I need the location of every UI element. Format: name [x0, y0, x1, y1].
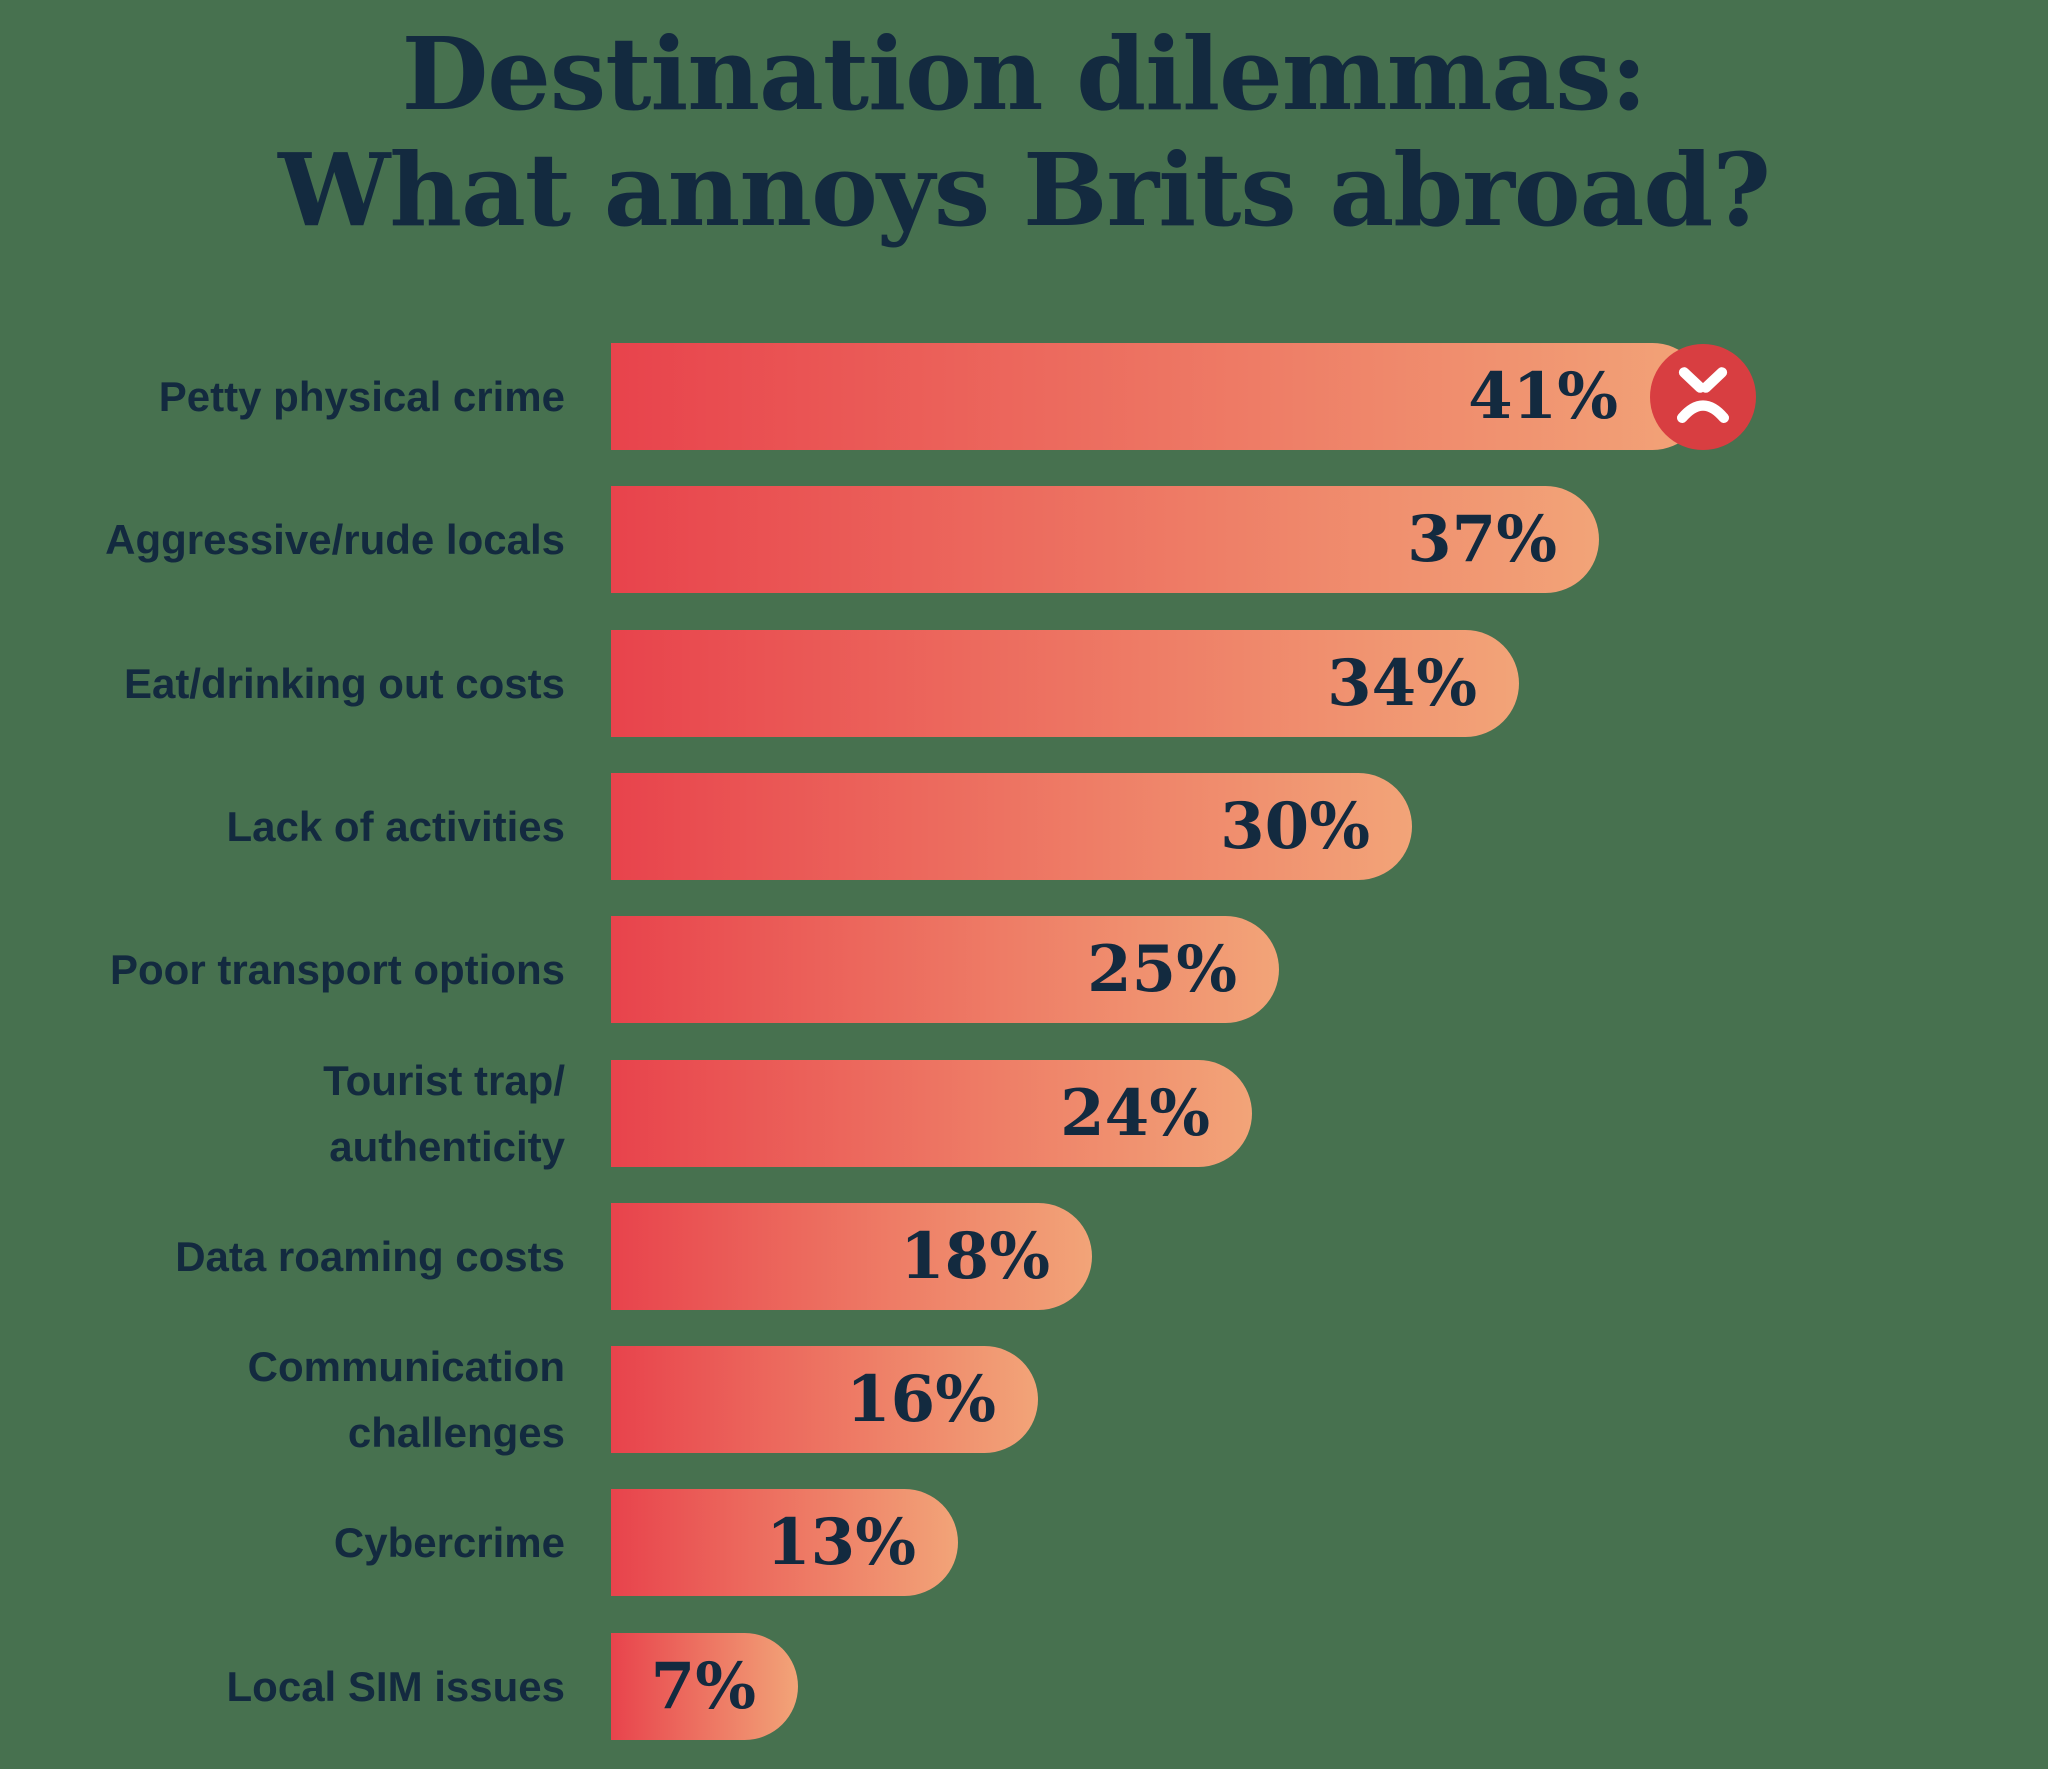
category-label: Poor transport options — [110, 945, 565, 993]
category-label: Aggressive/rude locals — [105, 515, 565, 563]
category-label: Petty physical crime — [158, 372, 565, 420]
bar: 37% — [611, 486, 1599, 593]
angry-face-icon — [1650, 343, 1756, 450]
chart-title: Destination dilemmas: What annoys Brits … — [278, 15, 1771, 249]
value-label: 18% — [900, 1219, 1050, 1294]
bar-row: Poor transport options 25% — [0, 916, 2048, 1023]
bar-row: Communication challenges 16% — [0, 1343, 2048, 1456]
category-label: Eat/drinking out costs — [123, 659, 565, 707]
value-label: 7% — [650, 1649, 756, 1724]
bar-row: Tourist trap/ authenticity 24% — [0, 1057, 2048, 1170]
bar: 25% — [611, 916, 1279, 1023]
bar: 13% — [611, 1489, 958, 1596]
bar: 18% — [611, 1203, 1092, 1310]
bar-row: Data roaming costs 18% — [0, 1203, 2048, 1310]
value-label: 25% — [1087, 932, 1237, 1007]
category-label: Communication challenges — [247, 1342, 565, 1456]
category-label: Tourist trap/ authenticity — [323, 1056, 565, 1170]
bar: 7% — [611, 1633, 798, 1740]
category-label: Local SIM issues — [226, 1662, 565, 1710]
bar: 30% — [611, 773, 1412, 880]
value-label: 41% — [1468, 359, 1618, 434]
bar: 16% — [611, 1346, 1038, 1453]
bar-row: Aggressive/rude locals 37% — [0, 486, 2048, 593]
category-label: Cybercrime — [333, 1518, 565, 1566]
bar: 24% — [611, 1060, 1252, 1167]
value-label: 16% — [846, 1362, 996, 1437]
bar: 34% — [611, 630, 1519, 737]
bar-row: Cybercrime 13% — [0, 1489, 2048, 1596]
value-label: 37% — [1407, 502, 1557, 577]
bar-row: Eat/drinking out costs 34% — [0, 630, 2048, 737]
bar-row: Petty physical crime 41% — [0, 343, 2048, 450]
value-label: 13% — [766, 1505, 916, 1580]
value-label: 30% — [1220, 789, 1370, 864]
category-label: Lack of activities — [226, 802, 565, 850]
value-label: 34% — [1327, 646, 1477, 721]
bar-row: Local SIM issues 7% — [0, 1633, 2048, 1740]
bar: 41% — [611, 343, 1756, 450]
category-label: Data roaming costs — [175, 1232, 565, 1280]
value-label: 24% — [1060, 1076, 1210, 1151]
bar-row: Lack of activities 30% — [0, 773, 2048, 880]
